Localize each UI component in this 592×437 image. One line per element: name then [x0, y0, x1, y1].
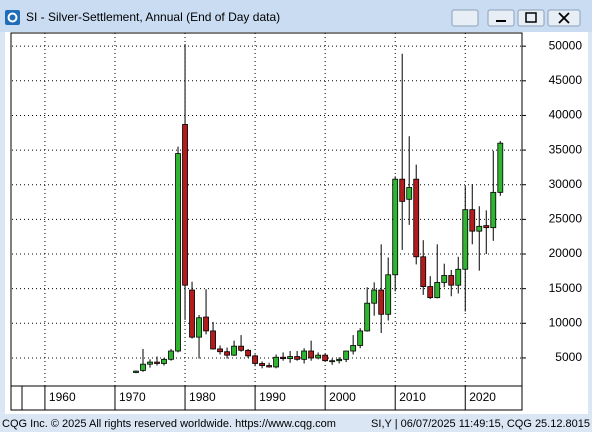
candle-body — [280, 356, 287, 360]
candle-body — [371, 289, 378, 304]
candle-body — [140, 363, 146, 371]
candle-body — [266, 365, 273, 368]
y-tick-label: 45000 — [549, 73, 583, 87]
candle-body — [301, 350, 308, 360]
maximize-glyph — [525, 12, 537, 23]
candle-body — [322, 354, 329, 362]
candle-body — [245, 349, 251, 357]
minimize-button[interactable] — [487, 9, 515, 27]
candle-body — [336, 358, 343, 362]
candle-body — [448, 275, 455, 286]
candle-body — [210, 330, 216, 350]
candle-body — [385, 274, 392, 315]
candle-body — [364, 302, 371, 332]
footer-right: SI,Y | 06/07/2025 11:49:15, CQG 25.12.80… — [371, 418, 590, 430]
scroll-box[interactable] — [10, 385, 23, 411]
candle-body — [217, 348, 223, 353]
candle-body — [308, 350, 315, 359]
footer-left: CQG Inc. © 2025 All rights reserved worl… — [2, 418, 336, 430]
y-tick-label: 40000 — [549, 108, 583, 122]
candle-body — [490, 191, 497, 229]
candle-body — [203, 316, 209, 332]
plot-layer: 5000 10000 15000 20000 25000 30000 35000 40000 4… — [12, 33, 582, 410]
x-tick-label: 2000 — [329, 390, 356, 404]
candle-body — [350, 345, 357, 352]
candle-body — [175, 153, 181, 352]
candle-body — [189, 289, 195, 338]
y-tick-label: 20000 — [549, 246, 583, 260]
y-tick-label: 35000 — [549, 142, 583, 156]
candle-body — [231, 345, 237, 356]
x-axis-band — [10, 385, 523, 411]
maximize-button[interactable] — [517, 9, 545, 27]
app-icon-glyph — [7, 12, 18, 23]
candle-body — [154, 361, 160, 364]
candle-body — [343, 350, 350, 360]
candle-body — [483, 225, 490, 229]
window-title: SI - Silver-Settlement, Annual (End of D… — [26, 10, 280, 24]
candle-body — [441, 275, 448, 283]
candle-body — [196, 317, 202, 338]
x-tick-label: 1990 — [259, 390, 286, 404]
candle-body — [161, 358, 167, 364]
close-glyph — [558, 12, 570, 24]
plot-area — [10, 32, 523, 387]
x-tick-label: 1980 — [189, 390, 216, 404]
link-button[interactable] — [451, 9, 479, 27]
candle-body — [406, 187, 413, 200]
y-tick-label: 5000 — [555, 350, 582, 364]
candle-body — [427, 286, 434, 299]
candle-body — [469, 209, 476, 232]
x-tick-label: 2020 — [469, 390, 496, 404]
y-tick-label: 30000 — [549, 177, 583, 191]
candle-body — [287, 356, 294, 360]
candle-body — [259, 363, 265, 366]
candle-body — [497, 142, 504, 193]
candle-body — [182, 124, 188, 286]
candle-body — [420, 256, 427, 287]
candle-body — [294, 356, 301, 360]
candle-body — [238, 345, 244, 351]
candle-body — [273, 356, 280, 368]
candle-body — [392, 178, 399, 276]
y-tick-label: 15000 — [549, 281, 583, 295]
y-tick-label: 50000 — [549, 38, 583, 52]
candle-body — [329, 360, 336, 363]
candle-body — [147, 361, 153, 365]
candle-body — [476, 225, 483, 232]
x-tick-label: 1960 — [49, 390, 76, 404]
x-tick-label: 1970 — [119, 390, 146, 404]
y-tick-label: 25000 — [549, 212, 583, 226]
x-tick-label: 2010 — [399, 390, 426, 404]
candle-body — [252, 355, 258, 364]
candle-body — [224, 351, 230, 356]
candle-body — [399, 178, 406, 202]
app-icon — [5, 10, 20, 25]
candle-body — [434, 282, 441, 299]
candle-body — [133, 370, 139, 373]
candle-body — [378, 289, 385, 315]
candle-body — [168, 350, 174, 360]
candle-body — [462, 209, 469, 270]
candle-body — [413, 178, 420, 258]
candle-body — [357, 330, 364, 346]
candle-body — [315, 354, 322, 359]
y-tick-label: 10000 — [549, 315, 583, 329]
candle-body — [455, 268, 462, 286]
